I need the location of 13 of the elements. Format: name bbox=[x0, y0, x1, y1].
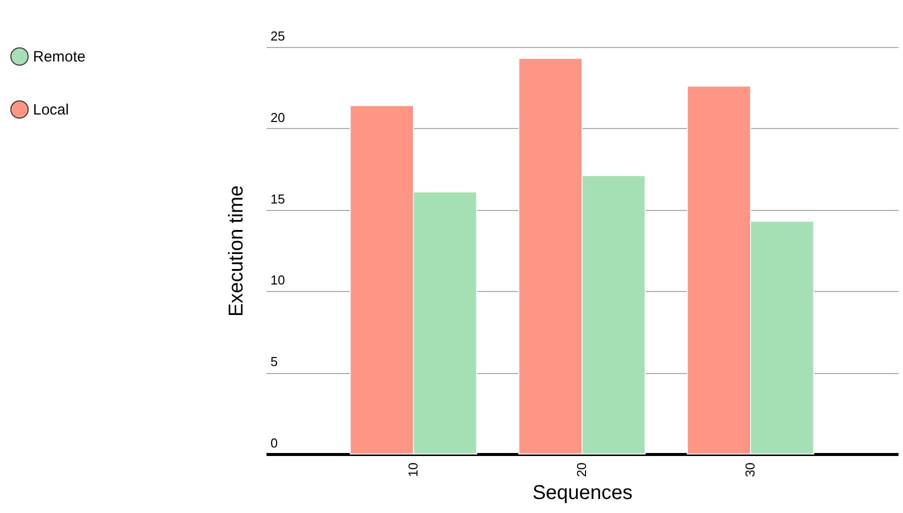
x-tick-label: 10 bbox=[405, 462, 420, 477]
y-tick-label: 15 bbox=[270, 191, 285, 206]
y-tick-label: 0 bbox=[270, 436, 278, 450]
y-tick-label: 10 bbox=[270, 272, 285, 288]
y-axis-title: Execution time bbox=[226, 185, 248, 317]
legend-label: Remote bbox=[33, 48, 86, 66]
x-axis-title: Sequences bbox=[532, 482, 633, 504]
y-tick-label: 5 bbox=[270, 354, 278, 370]
y-tick-label: 20 bbox=[270, 110, 285, 125]
legend-label: Local bbox=[33, 102, 69, 118]
x-tick-label: 30 bbox=[742, 462, 758, 477]
x-tick-label: 20 bbox=[574, 462, 589, 477]
y-tick-label: 25 bbox=[270, 28, 285, 44]
